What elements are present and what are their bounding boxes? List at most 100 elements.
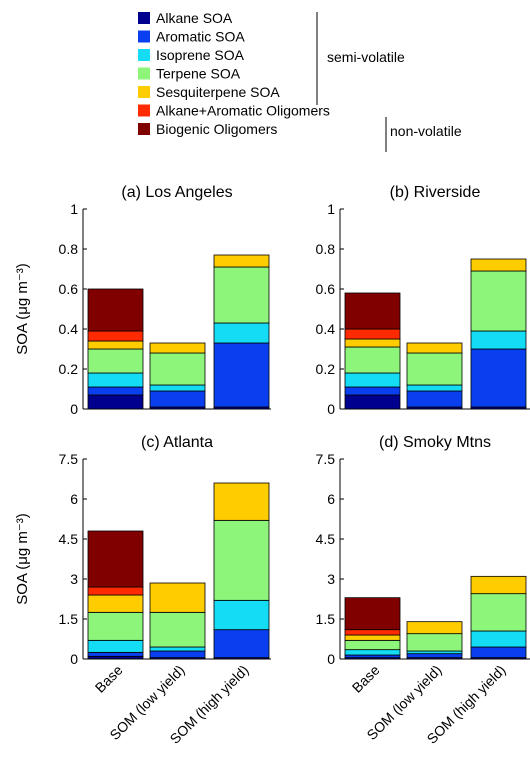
- bar-som-high-yield-aromatic-soa: [213, 629, 270, 659]
- legend-label-sesquiterpene-soa: Sesquiterpene SOA: [156, 84, 280, 100]
- semi-volatile-label: semi-volatile: [327, 49, 405, 65]
- bar-base-sesquiterpene-soa: [344, 634, 401, 641]
- legend-label-alkane-soa: Alkane SOA: [156, 10, 233, 26]
- bar-base-biogenic-oligomers: [344, 597, 401, 631]
- bar-som-high-yield-terpene-soa: [470, 593, 527, 632]
- legend-swatch-biogenic-oligomers: [138, 123, 150, 135]
- bar-base-terpene-soa: [87, 348, 144, 374]
- bar-som-low-yield-aromatic-soa: [406, 390, 463, 408]
- bar-base-terpene-soa: [87, 611, 144, 641]
- y-tick-label: 0.8: [316, 241, 336, 257]
- y-tick-label: 0: [327, 651, 335, 667]
- y-tick-label: 3: [327, 571, 335, 587]
- legend-swatch-isoprene-soa: [138, 49, 150, 61]
- y-tick-label: 4.5: [59, 531, 79, 547]
- y-tick-label: 1: [70, 201, 78, 217]
- y-tick-label: 4.5: [316, 531, 336, 547]
- bar-base-alkane-aromatic-oligomers: [344, 629, 401, 636]
- y-tick-label: 6: [327, 491, 335, 507]
- y-tick-label: 0.4: [316, 321, 336, 337]
- panel-a-los-angeles: (a) Los Angeles 0 0.2 0.4 0.6 0.8 1 SOA (μg m⁻³…: [14, 184, 271, 417]
- bar-base-sesquiterpene-soa: [344, 338, 401, 348]
- bar-som-high-yield-sesquiterpene-soa: [213, 482, 270, 521]
- bar-base-aromatic-soa: [87, 386, 144, 396]
- y-tick-label: 6: [70, 491, 78, 507]
- bar-som-low-yield-sesquiterpene-soa: [149, 342, 206, 354]
- bar-som-low-yield-isoprene-soa: [149, 384, 206, 392]
- bar-base-isoprene-soa: [344, 649, 401, 656]
- bar-base-aromatic-soa: [87, 651, 144, 657]
- bar-base-isoprene-soa: [87, 372, 144, 388]
- panel-title: (a) Los Angeles: [121, 184, 232, 201]
- y-tick-label: 0.2: [59, 361, 79, 377]
- non-volatile-label: non-volatile: [390, 123, 462, 139]
- legend-label-aromatic-soa: Aromatic SOA: [156, 29, 245, 45]
- category-label-base: Base: [349, 662, 383, 696]
- panels: (a) Los Angeles 0 0.2 0.4 0.6 0.8 1 SOA (μg m⁻³…: [14, 184, 530, 747]
- bar-som-high-yield-aromatic-soa: [470, 348, 527, 408]
- y-axis-label: SOA (μg m⁻³): [14, 513, 31, 605]
- bar-base-sesquiterpene-soa: [87, 594, 144, 613]
- bar-base-terpene-soa: [344, 639, 401, 651]
- y-tick-label: 0: [70, 401, 78, 417]
- category-label-base: Base: [92, 662, 126, 696]
- bar-som-high-yield-terpene-soa: [213, 519, 270, 601]
- legend-swatch-sesquiterpene-soa: [138, 86, 150, 98]
- bar-som-low-yield-terpene-soa: [406, 352, 463, 386]
- bar-som-high-yield-sesquiterpene-soa: [470, 575, 527, 595]
- y-tick-label: 0.2: [316, 361, 336, 377]
- legend: Alkane SOA Aromatic SOA Isoprene SOA Terpen…: [138, 10, 462, 152]
- legend-label-terpene-soa: Terpene SOA: [156, 66, 241, 82]
- bar-som-high-yield-sesquiterpene-soa: [213, 254, 270, 268]
- bar-som-high-yield-isoprene-soa: [213, 599, 270, 631]
- panel-title: (b) Riverside: [390, 184, 481, 201]
- bar-base-alkane-aromatic-oligomers: [344, 328, 401, 340]
- bar-base-biogenic-oligomers: [87, 530, 144, 588]
- bar-som-low-yield-isoprene-soa: [406, 384, 463, 392]
- bar-som-high-yield-terpene-soa: [213, 266, 270, 324]
- y-tick-label: 1.5: [59, 611, 79, 627]
- bar-som-high-yield-aromatic-soa: [213, 342, 270, 408]
- y-axis-label: SOA (μg m⁻³): [14, 263, 31, 355]
- bar-som-low-yield-sesquiterpene-soa: [406, 342, 463, 354]
- bar-som-high-yield-sesquiterpene-soa: [470, 258, 527, 272]
- bar-som-low-yield-aromatic-soa: [406, 653, 463, 659]
- y-tick-label: 0.4: [59, 321, 79, 337]
- y-tick-label: 0.8: [59, 241, 79, 257]
- bar-som-low-yield-sesquiterpene-soa: [406, 621, 463, 635]
- bar-som-low-yield-isoprene-soa: [149, 646, 206, 652]
- bar-som-low-yield-aromatic-soa: [149, 390, 206, 408]
- legend-label-biogenic-oligomers: Biogenic Oligomers: [156, 121, 277, 137]
- bar-som-low-yield-terpene-soa: [149, 611, 206, 648]
- y-tick-label: 0: [70, 651, 78, 667]
- panel-title: (c) Atlanta: [141, 434, 213, 451]
- bar-base-terpene-soa: [344, 346, 401, 374]
- bar-base-alkane-soa: [87, 394, 144, 410]
- y-tick-label: 3: [70, 571, 78, 587]
- y-tick-label: 1: [327, 201, 335, 217]
- legend-swatch-alkane-aromatic-oligomers: [138, 104, 150, 117]
- y-tick-label: 0.6: [59, 281, 79, 297]
- panel-title: (d) Smoky Mtns: [379, 434, 491, 451]
- bar-som-low-yield-aromatic-soa: [149, 650, 206, 659]
- bar-som-high-yield-isoprene-soa: [470, 630, 527, 648]
- bar-som-low-yield-terpene-soa: [406, 633, 463, 652]
- bar-som-low-yield-sesquiterpene-soa: [149, 582, 206, 613]
- legend-swatch-alkane-soa: [138, 12, 150, 24]
- bar-base-alkane-soa: [344, 394, 401, 410]
- legend-swatch-terpene-soa: [138, 67, 150, 80]
- bar-base-sesquiterpene-soa: [87, 340, 144, 350]
- panel-b-riverside: (b) Riverside 0 0.2 0.4 0.6 0.8 1: [316, 184, 530, 417]
- y-tick-label: 1.5: [316, 611, 336, 627]
- bar-som-high-yield-isoprene-soa: [213, 322, 270, 344]
- legend-label-isoprene-soa: Isoprene SOA: [156, 47, 245, 63]
- legend-label-alkane-aromatic-oligomers: Alkane+Aromatic Oligomers: [156, 103, 330, 119]
- bar-base-biogenic-oligomers: [87, 288, 144, 332]
- y-tick-label: 0: [327, 401, 335, 417]
- bar-base-aromatic-soa: [344, 386, 401, 396]
- y-tick-label: 7.5: [59, 451, 79, 467]
- legend-swatch-aromatic-soa: [138, 30, 150, 43]
